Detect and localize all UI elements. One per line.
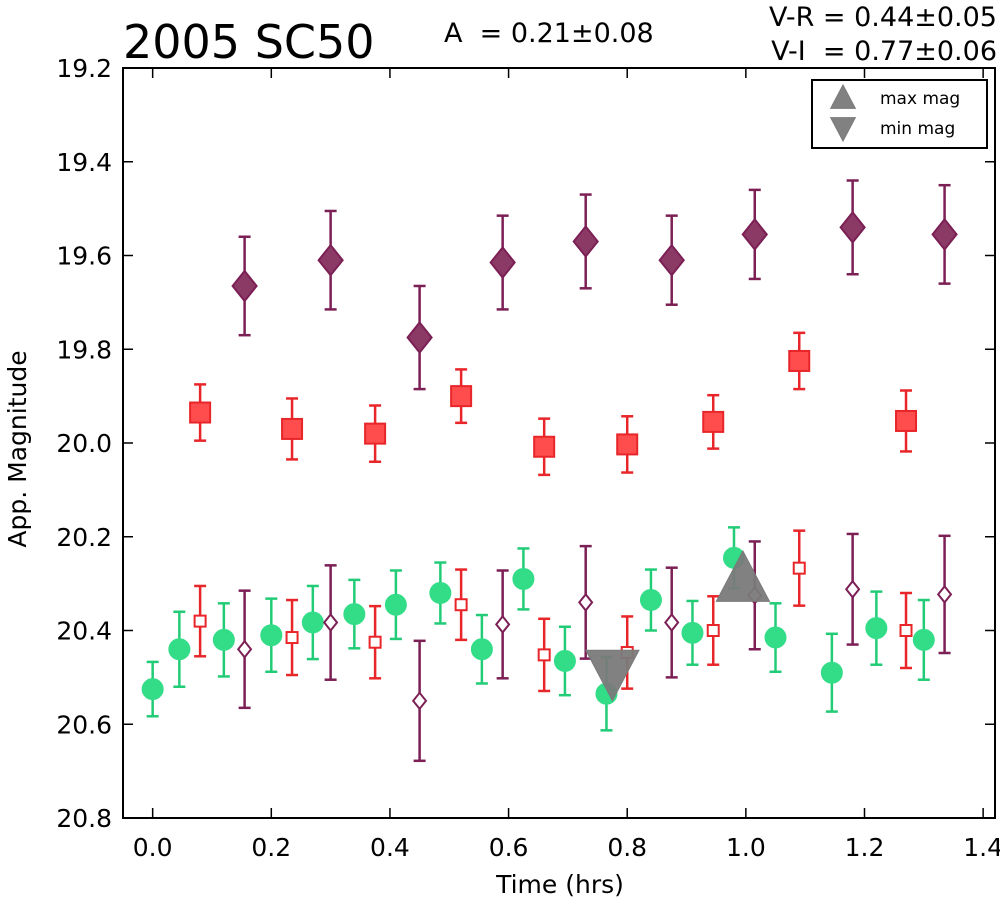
data-point bbox=[533, 435, 556, 458]
data-point bbox=[384, 593, 407, 616]
data-point bbox=[844, 579, 861, 599]
data-point bbox=[658, 243, 685, 277]
legend-label: min mag bbox=[880, 119, 955, 139]
chart-title: 2005 SC50 bbox=[123, 15, 375, 69]
data-point bbox=[168, 638, 191, 661]
y-tick-label: 20.4 bbox=[56, 617, 112, 646]
data-point bbox=[616, 433, 639, 456]
y-tick-label: 20.8 bbox=[56, 804, 112, 833]
min-mag-marker bbox=[584, 649, 640, 702]
data-point bbox=[450, 385, 473, 408]
data-point bbox=[578, 592, 594, 612]
data-point bbox=[236, 639, 253, 659]
y-tick-label: 20.0 bbox=[56, 429, 112, 458]
amplitude-annotation: A = 0.21±0.08 bbox=[444, 18, 654, 49]
x-tick-label: 1.0 bbox=[726, 833, 766, 862]
data-point bbox=[411, 691, 428, 711]
data-point bbox=[512, 567, 535, 590]
data-point bbox=[839, 210, 866, 244]
data-point bbox=[537, 648, 551, 662]
data-point bbox=[231, 269, 258, 303]
data-point bbox=[489, 245, 516, 280]
x-tick-label: 1.2 bbox=[845, 833, 885, 862]
legend: max mag min mag bbox=[811, 79, 988, 149]
legend-label: max mag bbox=[880, 89, 960, 109]
plot-area: 0.0 0.2 0.4 0.6 0.8 1.0 1.2 1.4 19.2 19.4 19.6 19.8… bbox=[56, 54, 1000, 862]
data-point bbox=[912, 628, 935, 651]
data-point bbox=[189, 401, 212, 424]
legend-marker bbox=[829, 117, 857, 143]
x-tick-label: 0.6 bbox=[489, 833, 529, 862]
data-point bbox=[406, 320, 433, 355]
y-tick-label: 20.6 bbox=[56, 710, 112, 739]
data-point bbox=[820, 661, 843, 684]
x-tick-label: 0.0 bbox=[133, 833, 173, 862]
data-point bbox=[572, 224, 599, 259]
data-point bbox=[343, 603, 366, 626]
v-i-annotation: V-I = 0.77±0.06 bbox=[771, 36, 997, 67]
data-point bbox=[368, 635, 382, 649]
data-point bbox=[792, 561, 806, 575]
y-tick-label: 19.6 bbox=[56, 242, 112, 271]
data-point bbox=[681, 621, 704, 644]
y-tick-label: 19.4 bbox=[56, 148, 112, 177]
legend-marker bbox=[829, 83, 857, 109]
x-tick-label: 1.4 bbox=[963, 833, 1000, 862]
data-point bbox=[285, 631, 299, 645]
data-point bbox=[741, 217, 769, 252]
data-point bbox=[895, 409, 918, 432]
data-point bbox=[470, 638, 493, 661]
plot-frame bbox=[122, 67, 996, 819]
data-point bbox=[429, 582, 452, 604]
data-point bbox=[706, 624, 720, 637]
x-tick-label: 0.4 bbox=[370, 833, 410, 862]
data-point bbox=[494, 614, 511, 635]
data-point bbox=[141, 678, 164, 701]
x-tick-label: 0.8 bbox=[607, 833, 647, 862]
data-point bbox=[301, 611, 324, 634]
data-point bbox=[281, 417, 304, 440]
data-point bbox=[936, 584, 953, 605]
data-point bbox=[193, 614, 207, 628]
data-point bbox=[764, 626, 787, 649]
data-point bbox=[317, 243, 344, 277]
data-point bbox=[364, 422, 387, 445]
max-mag-marker bbox=[715, 549, 771, 602]
data-point bbox=[454, 598, 468, 612]
data-point bbox=[322, 612, 339, 633]
y-tick-label: 19.2 bbox=[56, 54, 112, 83]
y-axis-label: App. Magnitude bbox=[3, 350, 32, 547]
x-tick-label: 0.2 bbox=[251, 833, 291, 862]
data-point bbox=[702, 410, 725, 433]
data-point bbox=[260, 624, 283, 647]
data-point bbox=[931, 217, 958, 252]
data-point bbox=[553, 649, 576, 672]
data-point bbox=[899, 624, 913, 637]
v-r-annotation: V-R = 0.44±0.05 bbox=[769, 2, 997, 33]
data-point bbox=[788, 349, 811, 372]
y-tick-label: 19.8 bbox=[56, 335, 112, 364]
data-point bbox=[639, 589, 662, 612]
x-axis-label: Time (hrs) bbox=[495, 870, 624, 899]
data-point bbox=[865, 617, 888, 640]
data-point bbox=[212, 628, 235, 651]
y-tick-label: 20.2 bbox=[56, 523, 112, 552]
data-point bbox=[664, 612, 680, 633]
